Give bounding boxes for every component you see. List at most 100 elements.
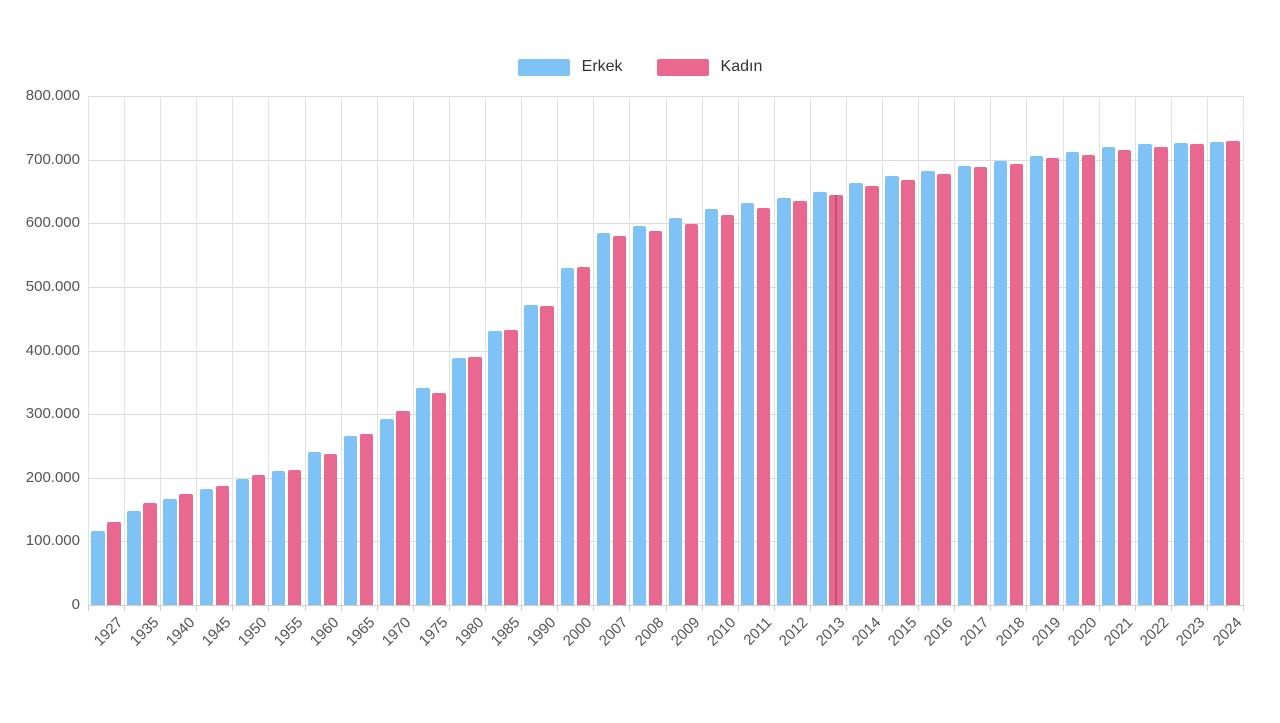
bar-erkek-1927[interactable]	[91, 531, 105, 605]
bar-erkek-2013[interactable]	[813, 191, 827, 605]
bar-kadin-2014[interactable]	[865, 185, 879, 605]
v-gridline	[1170, 96, 1172, 605]
x-axis-label: 1970	[379, 614, 415, 650]
bar-kadin-2012[interactable]	[793, 200, 807, 605]
bar-erkek-2020[interactable]	[1065, 151, 1080, 605]
bar-kadin-1985[interactable]	[504, 329, 518, 605]
bar-kadin-1950[interactable]	[251, 474, 266, 605]
y-axis-label: 600.000	[25, 214, 80, 232]
bar-kadin-1975[interactable]	[432, 392, 446, 605]
bar-kadin-2024[interactable]	[1226, 140, 1240, 605]
axis-tick-mark	[1206, 605, 1208, 611]
bar-kadin-2011[interactable]	[756, 207, 771, 605]
bar-erkek-2000[interactable]	[560, 267, 575, 605]
v-gridline	[412, 96, 414, 605]
x-axis-label: 2020	[1064, 614, 1101, 650]
bar-kadin-1970[interactable]	[396, 410, 410, 605]
bar-erkek-2023[interactable]	[1174, 143, 1188, 605]
bar-kadin-2019[interactable]	[1045, 158, 1060, 605]
v-gridline	[845, 96, 847, 605]
axis-tick-mark	[376, 605, 378, 611]
bar-kadin-1945[interactable]	[215, 485, 230, 605]
x-axis-label: 2008	[631, 614, 668, 650]
axis-tick-mark	[1026, 605, 1028, 611]
bar-erkek-2024[interactable]	[1210, 141, 1224, 605]
bar-kadin-2008[interactable]	[648, 230, 663, 605]
axis-tick-mark	[1134, 605, 1136, 611]
legend-swatch-kadin-icon	[656, 58, 709, 76]
bar-erkek-1970[interactable]	[380, 418, 394, 605]
bar-erkek-1985[interactable]	[488, 331, 502, 605]
bar-erkek-2016[interactable]	[921, 170, 935, 605]
bar-kadin-1935[interactable]	[143, 502, 157, 605]
bar-kadin-2016[interactable]	[937, 174, 951, 605]
v-gridline	[593, 96, 595, 605]
bar-kadin-1990[interactable]	[540, 305, 554, 605]
axis-tick-mark	[521, 605, 523, 611]
bar-erkek-2021[interactable]	[1101, 146, 1116, 605]
v-gridline	[376, 96, 378, 605]
legend-item-erkek[interactable]: Erkek	[517, 58, 623, 76]
axis-tick-mark	[882, 605, 884, 611]
axis-tick-mark	[196, 605, 198, 611]
v-gridline	[809, 96, 811, 605]
bar-erkek-1990[interactable]	[524, 305, 538, 605]
bar-erkek-2018[interactable]	[993, 161, 1008, 605]
bar-erkek-2019[interactable]	[1029, 155, 1044, 605]
bar-kadin-1927[interactable]	[107, 521, 121, 605]
bar-kadin-1960[interactable]	[323, 453, 338, 605]
bar-erkek-2007[interactable]	[596, 233, 611, 605]
bar-kadin-1980[interactable]	[468, 356, 482, 605]
axis-tick-mark	[665, 605, 667, 611]
x-axis-label: 2023	[1173, 614, 1209, 650]
bar-kadin-2018[interactable]	[1009, 163, 1024, 605]
v-gridline	[701, 96, 703, 605]
bar-erkek-2017[interactable]	[957, 165, 972, 605]
bar-erkek-1940[interactable]	[163, 499, 177, 605]
bar-erkek-2014[interactable]	[849, 182, 863, 605]
bar-kadin-1940[interactable]	[179, 493, 193, 605]
x-axis-label: 2024	[1209, 614, 1245, 650]
bar-kadin-2000[interactable]	[576, 266, 591, 605]
bar-erkek-2015[interactable]	[885, 176, 899, 605]
v-gridline	[1062, 96, 1064, 605]
v-gridline	[990, 96, 992, 605]
x-axis-label: 2017	[956, 614, 993, 650]
legend-item-kadin[interactable]: Kadın	[656, 58, 762, 76]
axis-tick-mark	[160, 605, 162, 611]
v-gridline	[954, 96, 956, 605]
bar-kadin-2010[interactable]	[720, 214, 735, 605]
bar-kadin-1955[interactable]	[287, 470, 302, 605]
bar-erkek-1935[interactable]	[127, 510, 141, 605]
bar-erkek-2010[interactable]	[704, 208, 719, 605]
x-axis-label: 2021	[1101, 614, 1137, 650]
bar-erkek-1955[interactable]	[271, 470, 286, 605]
bar-erkek-1965[interactable]	[343, 435, 358, 605]
bar-kadin-2017[interactable]	[973, 167, 988, 605]
bar-kadin-2007[interactable]	[612, 235, 627, 605]
axis-tick-mark	[629, 605, 631, 611]
bar-kadin-2021[interactable]	[1117, 150, 1132, 605]
x-axis-label: 2010	[704, 614, 740, 650]
bar-kadin-2013[interactable]	[829, 195, 843, 605]
x-axis-label: 1965	[343, 614, 379, 650]
axis-tick-mark	[232, 605, 234, 611]
bar-erkek-1950[interactable]	[235, 478, 250, 605]
bar-erkek-2009[interactable]	[668, 218, 683, 605]
bar-kadin-2020[interactable]	[1081, 154, 1096, 605]
bar-kadin-2023[interactable]	[1190, 144, 1204, 605]
y-axis-label: 200.000	[25, 468, 80, 486]
bar-erkek-1960[interactable]	[307, 451, 322, 605]
bar-kadin-2015[interactable]	[901, 179, 915, 605]
bar-erkek-2011[interactable]	[740, 202, 755, 605]
x-axis-label: 2007	[595, 614, 632, 650]
bar-erkek-2022[interactable]	[1138, 144, 1152, 605]
bar-erkek-1980[interactable]	[452, 357, 466, 605]
bar-erkek-2008[interactable]	[632, 226, 647, 605]
bar-erkek-1945[interactable]	[199, 488, 214, 605]
bar-erkek-2012[interactable]	[777, 198, 791, 605]
bar-kadin-2022[interactable]	[1154, 146, 1168, 605]
bar-kadin-1965[interactable]	[359, 434, 374, 605]
bar-kadin-2009[interactable]	[684, 224, 699, 605]
bar-erkek-1975[interactable]	[416, 387, 430, 605]
